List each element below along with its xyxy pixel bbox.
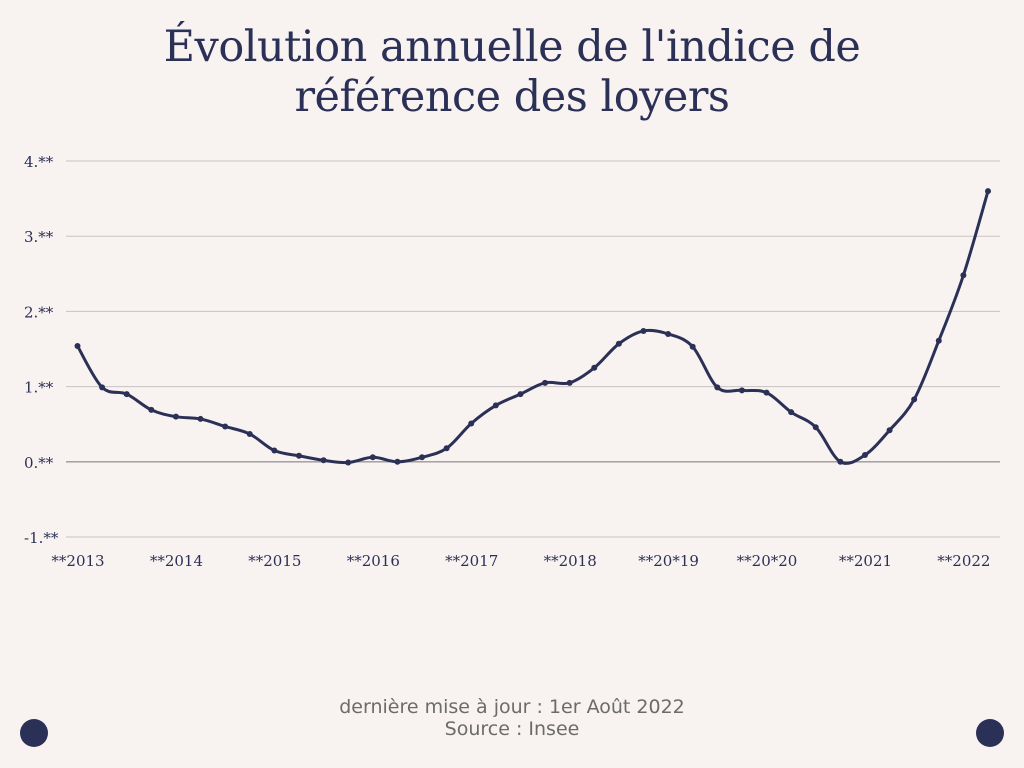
data-point: [517, 391, 524, 398]
data-point: [886, 427, 893, 434]
data-point: [419, 454, 426, 461]
y-tick-label: 3.**: [24, 228, 54, 246]
data-point: [222, 423, 229, 430]
title-line-1: Évolution annuelle de l'indice de: [163, 22, 861, 72]
data-point: [714, 384, 721, 391]
data-point: [123, 391, 130, 398]
y-tick-label: -1.**: [24, 529, 59, 547]
data-point: [468, 420, 475, 427]
x-tick-label: **2015: [248, 552, 301, 570]
corner-dot-right: [976, 719, 1004, 747]
data-point: [960, 272, 967, 279]
data-point: [911, 396, 918, 403]
data-point: [861, 452, 868, 459]
source-text: Source : Insee: [444, 718, 580, 740]
last-update-text: dernière mise à jour : 1er Août 2022: [339, 696, 685, 718]
y-tick-label: 4.**: [24, 153, 54, 171]
data-point: [665, 330, 672, 337]
data-point: [148, 406, 155, 413]
data-point: [197, 415, 204, 422]
data-point: [172, 413, 179, 420]
y-tick-label: 1.**: [24, 379, 54, 397]
x-axis-ticks: **2013 **2014 **2015 **2016 **2017 **2018 **20…: [51, 552, 990, 570]
data-point: [566, 379, 573, 386]
chart-title: Évolution annuelle de l'indice de référe…: [0, 22, 1024, 122]
data-point: [812, 424, 819, 431]
data-point: [394, 458, 401, 465]
x-tick-label: **2017: [445, 552, 498, 570]
y-axis-ticks: 4.** 3.** 2.** 1.** 0.** -1.**: [24, 153, 59, 547]
data-point: [99, 384, 106, 391]
data-point: [640, 327, 647, 334]
title-line-2: référence des loyers: [294, 72, 730, 122]
data-point: [492, 402, 499, 409]
data-point: [345, 459, 352, 466]
data-point: [738, 387, 745, 394]
data-point: [246, 430, 253, 437]
x-tick-label: **2014: [150, 552, 203, 570]
data-point: [837, 458, 844, 465]
data-points: [74, 188, 991, 466]
data-point: [271, 447, 278, 454]
y-tick-label: 0.**: [24, 454, 54, 472]
series-line: [76, 189, 990, 465]
data-point: [320, 457, 327, 464]
x-tick-label: **2018: [544, 552, 597, 570]
data-point: [74, 342, 81, 349]
data-point: [591, 364, 598, 371]
x-tick-label: **2016: [347, 552, 400, 570]
data-point: [689, 343, 696, 350]
data-point: [542, 379, 549, 386]
data-point: [763, 389, 770, 396]
x-tick-label: **20*19: [638, 552, 699, 570]
data-point: [615, 340, 622, 347]
y-tick-label: 2.**: [24, 303, 54, 321]
x-tick-label: **20*20: [737, 552, 798, 570]
data-point: [985, 188, 991, 195]
x-tick-label: **2013: [51, 552, 104, 570]
x-tick-label: **2021: [839, 552, 892, 570]
corner-dot-left: [20, 719, 48, 747]
x-tick-label: **2022: [937, 552, 990, 570]
data-point: [369, 454, 376, 461]
data-point: [788, 409, 795, 416]
data-point: [935, 337, 942, 344]
data-point: [295, 452, 302, 459]
data-point: [443, 445, 450, 452]
grid-lines: [66, 160, 1000, 538]
